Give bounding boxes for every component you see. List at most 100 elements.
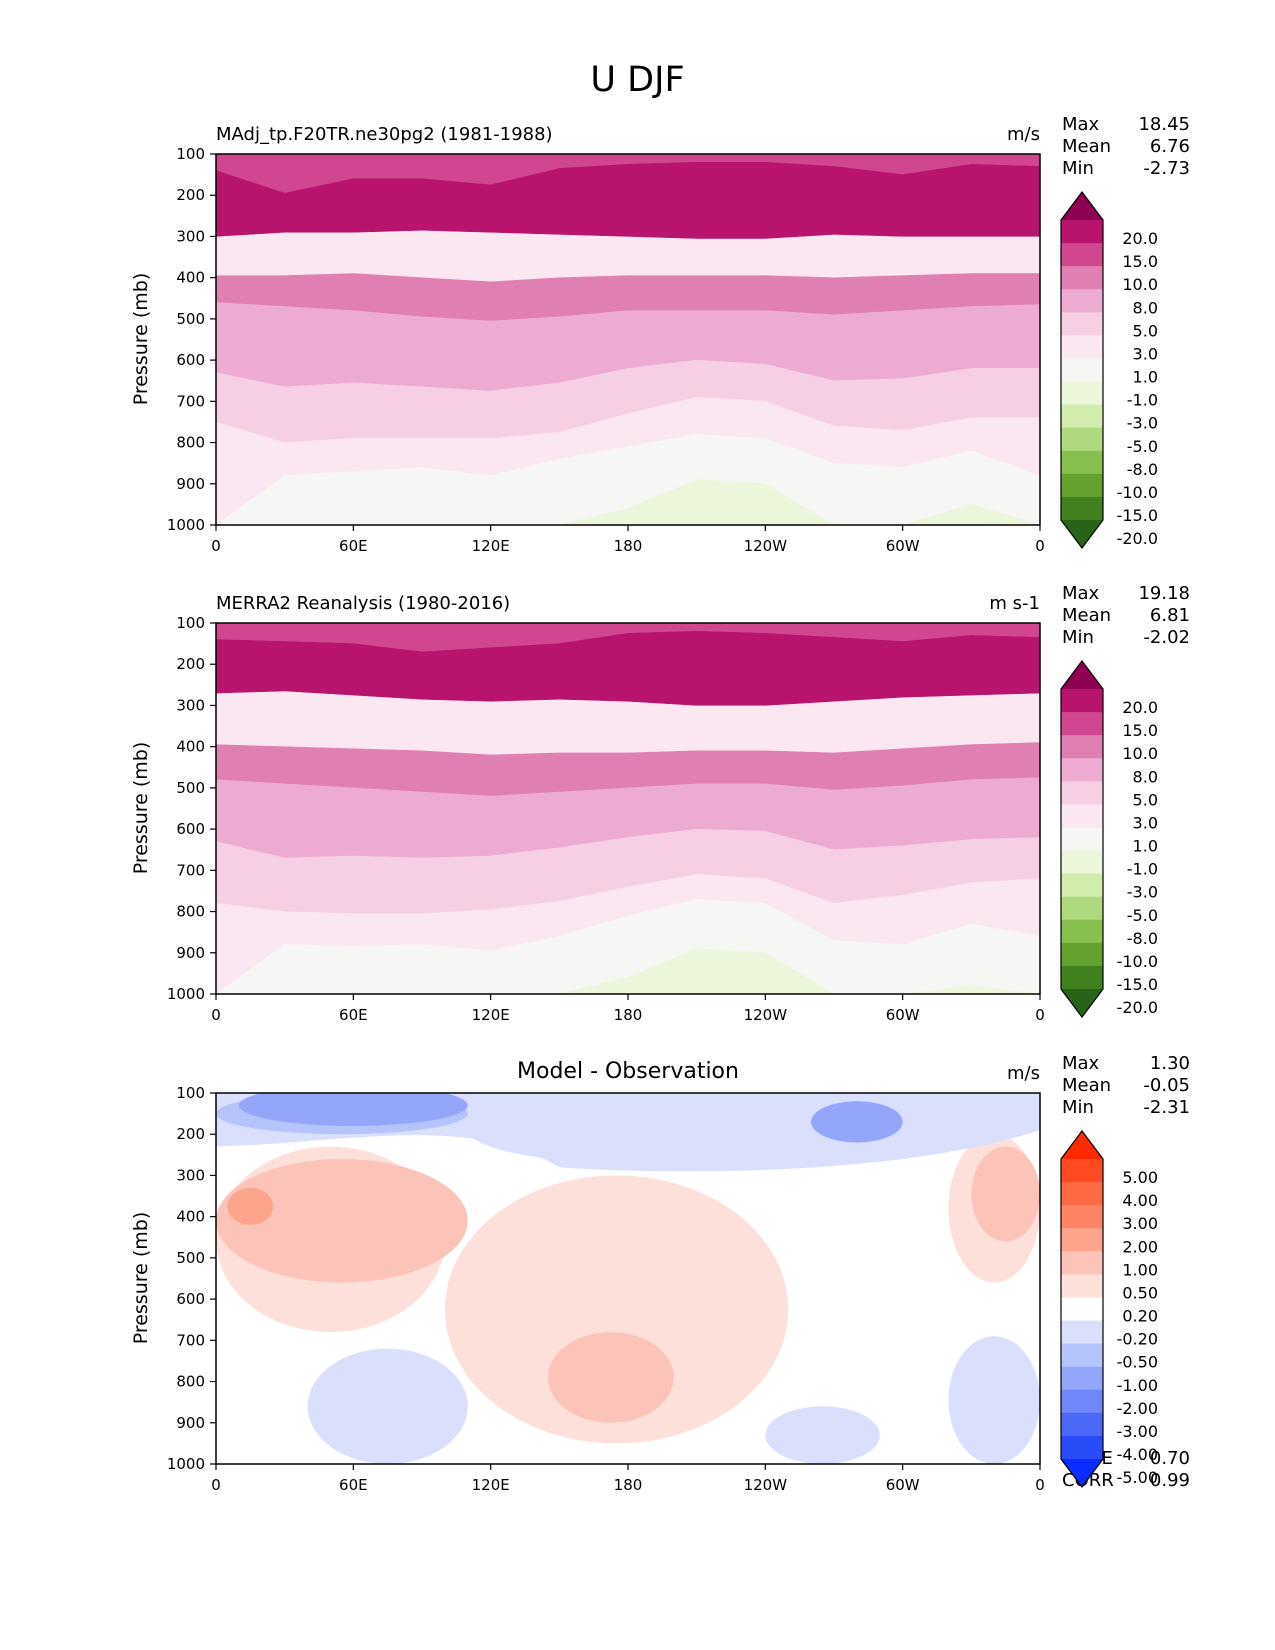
contour-region — [547, 1332, 674, 1423]
colorbar-swatch — [1061, 1366, 1103, 1391]
colorbar-tick-label: -8.0 — [1127, 460, 1158, 479]
colorbar-tick-label: 5.0 — [1133, 321, 1158, 340]
x-tick-label: 120E — [472, 1006, 510, 1024]
colorbar-tick-label: 4.00 — [1122, 1191, 1158, 1210]
colorbar-extend-min — [1061, 1459, 1103, 1487]
y-tick-label: 200 — [176, 1125, 205, 1143]
contour-plot-reference: 100 200 300 400 500 600 700 800 900 1000 0 60E 120E 1… — [167, 614, 1158, 1024]
x-tick-label: 0 — [211, 1476, 221, 1494]
contour-plot-test: 100 200 300 400 500 600 700 800 900 1000 0 60E 120E 1… — [167, 145, 1158, 555]
colorbar-tick-label: -20.0 — [1117, 998, 1158, 1017]
colorbar-swatch — [1061, 712, 1103, 736]
y-tick-label: 200 — [176, 186, 205, 204]
colorbar-swatch — [1061, 896, 1103, 921]
colorbar-swatch — [1061, 1412, 1103, 1437]
contour-band — [216, 434, 1040, 525]
colorbar-tick-label: 1.00 — [1122, 1260, 1158, 1279]
stat-value-min: -2.73 — [1143, 158, 1190, 179]
y-tick-label: 100 — [176, 614, 205, 632]
contour-region — [948, 1336, 1040, 1464]
contour-region — [444, 1175, 789, 1444]
colorbar-swatch — [1061, 942, 1103, 967]
colorbar-swatch — [1061, 919, 1103, 944]
stat-value-max: 1.30 — [1149, 1053, 1190, 1074]
y-tick-label: 400 — [176, 269, 205, 287]
colorbar-swatch — [1061, 1182, 1103, 1206]
contour-region — [227, 1187, 274, 1225]
colorbar-swatch — [1061, 1159, 1103, 1183]
units-label: m s-1 — [989, 593, 1040, 614]
x-tick-label: 0 — [1035, 1476, 1045, 1494]
units-label: m/s — [1007, 1063, 1040, 1084]
y-tick-label: 700 — [176, 1331, 205, 1349]
colorbar-tick-label: -4.00 — [1117, 1445, 1158, 1464]
colorbar-swatch — [1061, 1297, 1103, 1322]
stat-value-mean: 6.76 — [1149, 136, 1190, 157]
stat-value-max: 18.45 — [1138, 114, 1190, 135]
stat-label-max: Max — [1062, 1053, 1100, 1074]
y-tick-label: 900 — [176, 1414, 205, 1432]
x-tick-label: 0 — [211, 537, 221, 555]
colorbar-extend-min — [1061, 989, 1103, 1017]
stat-label-mean: Mean — [1062, 136, 1112, 157]
colorbar-swatch — [1061, 243, 1103, 267]
colorbar-swatch — [1061, 873, 1103, 898]
contour-region — [216, 1158, 468, 1283]
y-tick-label: 200 — [176, 655, 205, 673]
colorbar-tick-label: 8.0 — [1133, 298, 1158, 317]
colorbar: 20.0 15.0 10.0 8.0 5.0 3.0 1.0 -1.0 -3.0 -5.0 -8.0… — [1060, 191, 1158, 549]
stat-label-max: Max — [1062, 114, 1100, 135]
x-tick-label: 120W — [744, 1476, 788, 1494]
y-tick-label: 600 — [176, 351, 205, 369]
colorbar-outline — [1060, 191, 1104, 549]
y-tick-label: 600 — [176, 820, 205, 838]
contour-plot-difference: 100 200 300 400 500 600 700 800 900 1000 0 60E 120E 1… — [167, 1084, 1158, 1494]
x-tick-label: 60E — [339, 1006, 368, 1024]
y-tick-label: 300 — [176, 227, 205, 245]
contour-band — [216, 161, 1040, 239]
contour-band — [216, 479, 1040, 525]
colorbar-swatch — [1061, 804, 1103, 828]
colorbar-tick-label: 15.0 — [1122, 252, 1158, 271]
colorbar-tick-label: 3.0 — [1133, 344, 1158, 363]
y-tick-label: 800 — [176, 1373, 205, 1391]
colorbar-swatch — [1061, 358, 1103, 383]
units-label: m/s — [1007, 124, 1040, 145]
colorbar-tick-label: 0.20 — [1122, 1307, 1158, 1326]
stat-value-mean: 6.81 — [1149, 605, 1190, 626]
colorbar-tick-label: 15.0 — [1122, 721, 1158, 740]
y-tick-label: 500 — [176, 310, 205, 328]
contour-region — [811, 1101, 903, 1143]
colorbar-swatch — [1061, 220, 1103, 244]
colorbar-swatch — [1061, 1435, 1103, 1460]
y-tick-label: 700 — [176, 861, 205, 879]
x-tick-label: 120W — [744, 537, 788, 555]
stat-value-mean: -0.05 — [1143, 1075, 1190, 1096]
colorbar-swatch — [1061, 1228, 1103, 1252]
colorbar-swatch — [1061, 1274, 1103, 1298]
colorbar-swatch — [1061, 1389, 1103, 1414]
x-tick-label: 120E — [472, 537, 510, 555]
colorbar-swatch — [1061, 1205, 1103, 1229]
contour-band — [216, 898, 1040, 994]
colorbar-swatch — [1061, 1251, 1103, 1275]
stat-value-max: 19.18 — [1138, 583, 1190, 604]
colorbar-swatch — [1061, 289, 1103, 313]
colorbar-tick-label: -15.0 — [1117, 975, 1158, 994]
stat-label-mean: Mean — [1062, 605, 1112, 626]
colorbar-swatch — [1061, 827, 1103, 852]
colorbar: 20.0 15.0 10.0 8.0 5.0 3.0 1.0 -1.0 -3.0 -5.0 -8.0… — [1060, 660, 1158, 1018]
colorbar-tick-label: 3.0 — [1133, 813, 1158, 832]
colorbar-swatch — [1061, 1320, 1103, 1345]
y-tick-label: 100 — [176, 145, 205, 163]
colorbar-tick-label: 8.0 — [1133, 767, 1158, 786]
stat-value-min: -2.31 — [1143, 1097, 1190, 1118]
colorbar-tick-label: -20.0 — [1117, 529, 1158, 548]
colorbar-extend-max — [1061, 1131, 1103, 1159]
colorbar-outline — [1060, 1130, 1104, 1488]
stat-value-min: -2.02 — [1143, 627, 1190, 648]
y-tick-label: 900 — [176, 944, 205, 962]
colorbar-swatch — [1061, 266, 1103, 290]
colorbar-tick-label: -1.0 — [1127, 860, 1158, 879]
x-tick-label: 120E — [472, 1476, 510, 1494]
